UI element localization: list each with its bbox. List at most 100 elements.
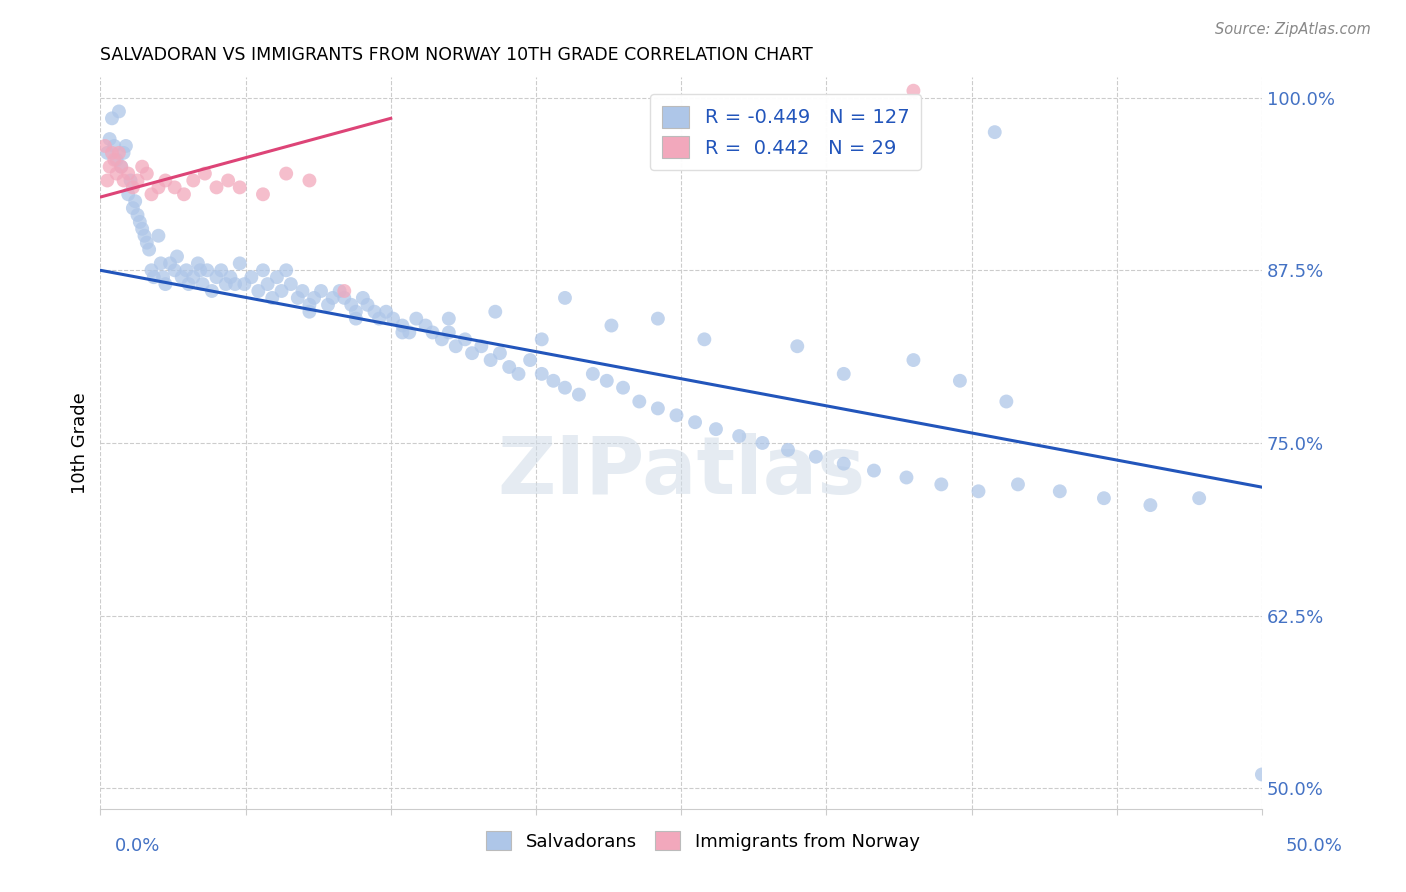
Point (166, 250, 188, 264)
Point (215, 277, 238, 291)
Point (340, 298, 363, 312)
Point (363, 304, 385, 318)
Point (233, 277, 256, 291)
Point (138, 243, 160, 257)
Point (217, 173, 239, 187)
Point (1007, 477, 1029, 491)
Point (280, 277, 302, 291)
Point (344, 311, 367, 326)
Point (276, 263, 298, 277)
Point (600, 318, 623, 333)
Point (368, 311, 391, 326)
Point (903, 84, 925, 98)
Point (181, 173, 204, 187)
Point (96, 173, 118, 187)
Point (148, 180, 170, 194)
Point (149, 256, 172, 270)
Text: ZIPatlas: ZIPatlas (496, 434, 865, 511)
Point (247, 284, 270, 298)
Point (135, 235, 157, 250)
Point (776, 442, 799, 457)
Point (98, 132, 121, 146)
Point (1139, 498, 1161, 512)
Point (298, 304, 321, 318)
Point (329, 284, 352, 298)
Point (266, 270, 288, 285)
Point (135, 167, 157, 181)
Point (152, 270, 174, 285)
Point (187, 256, 209, 270)
Point (224, 277, 246, 291)
Point (163, 263, 186, 277)
Point (302, 291, 325, 305)
Point (173, 187, 195, 202)
Point (683, 415, 706, 429)
Point (155, 173, 177, 187)
Point (191, 277, 214, 291)
Point (141, 187, 163, 202)
Point (155, 277, 177, 291)
Point (219, 270, 242, 285)
Text: 50.0%: 50.0% (1286, 837, 1343, 855)
Point (122, 180, 145, 194)
Point (229, 180, 252, 194)
Point (134, 228, 156, 243)
Point (832, 367, 855, 381)
Point (356, 298, 378, 312)
Point (612, 381, 634, 395)
Point (101, 145, 124, 160)
Point (554, 381, 576, 395)
Point (983, 125, 1005, 139)
Point (170, 270, 193, 285)
Point (131, 160, 153, 174)
Point (647, 401, 669, 416)
Point (205, 270, 228, 285)
Point (194, 167, 217, 181)
Point (298, 173, 321, 187)
Point (863, 464, 886, 478)
Point (508, 367, 530, 381)
Point (142, 270, 165, 285)
Point (382, 311, 405, 326)
Point (128, 215, 150, 229)
Point (786, 339, 808, 353)
Point (804, 450, 827, 464)
Point (728, 429, 751, 443)
Point (437, 311, 460, 326)
Point (995, 394, 1018, 409)
Point (461, 346, 484, 360)
Point (176, 263, 198, 277)
Point (163, 180, 186, 194)
Point (195, 263, 218, 277)
Point (484, 304, 506, 318)
Point (309, 284, 332, 298)
Point (120, 173, 142, 187)
Point (122, 201, 145, 215)
Point (422, 326, 444, 340)
Point (444, 339, 467, 353)
Point (148, 228, 170, 243)
Point (430, 332, 453, 346)
Point (454, 332, 477, 346)
Point (103, 153, 125, 167)
Point (229, 256, 252, 270)
Point (554, 291, 576, 305)
Point (530, 367, 553, 381)
Point (209, 263, 232, 277)
Point (177, 277, 200, 291)
Text: SALVADORAN VS IMMIGRANTS FROM NORWAY 10TH GRADE CORRELATION CHART: SALVADORAN VS IMMIGRANTS FROM NORWAY 10T… (100, 46, 813, 64)
Point (1092, 491, 1115, 506)
Point (530, 332, 553, 346)
Point (159, 256, 181, 270)
Point (470, 339, 492, 353)
Point (333, 284, 356, 298)
Point (103, 139, 125, 153)
Point (256, 277, 278, 291)
Point (105, 167, 128, 181)
Point (127, 208, 149, 222)
Point (391, 326, 413, 340)
Point (1049, 484, 1071, 499)
Point (108, 104, 131, 119)
Point (240, 270, 263, 285)
Point (1188, 491, 1211, 506)
